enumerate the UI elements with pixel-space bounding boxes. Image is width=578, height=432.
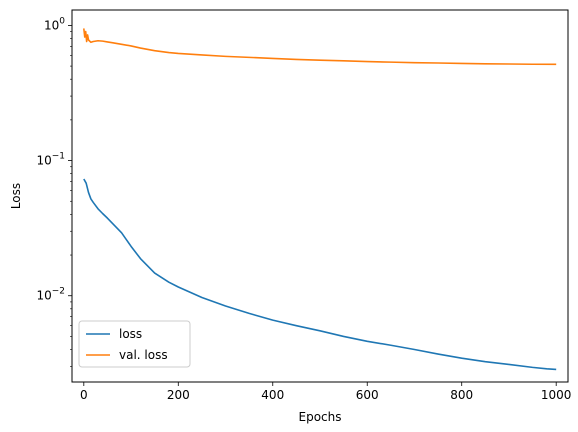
series-line-0 [83,178,557,371]
y-tick-label: 10−2 [36,287,65,303]
x-tick-label: 400 [261,388,284,402]
y-axis: 100 10−1 10−2 [36,16,72,367]
y-axis-label: Loss [9,183,23,209]
y-tick-label: 10−1 [36,152,65,168]
legend: loss val. loss [78,320,191,368]
y-tick-label: 100 [44,16,65,32]
x-tick-label: 0 [80,388,88,402]
plot-frame [71,9,569,383]
x-axis-label: Epochs [299,410,342,424]
x-axis: 0 200 400 600 800 1000 [80,382,571,402]
x-tick-label: 800 [450,388,473,402]
x-tick-label: 1000 [541,388,572,402]
legend-label-1: val. loss [119,348,168,362]
series-line-1 [83,28,557,66]
legend-label-0: loss [119,327,142,341]
series-lines [83,28,557,371]
x-tick-label: 600 [356,388,379,402]
x-tick-label: 200 [167,388,190,402]
